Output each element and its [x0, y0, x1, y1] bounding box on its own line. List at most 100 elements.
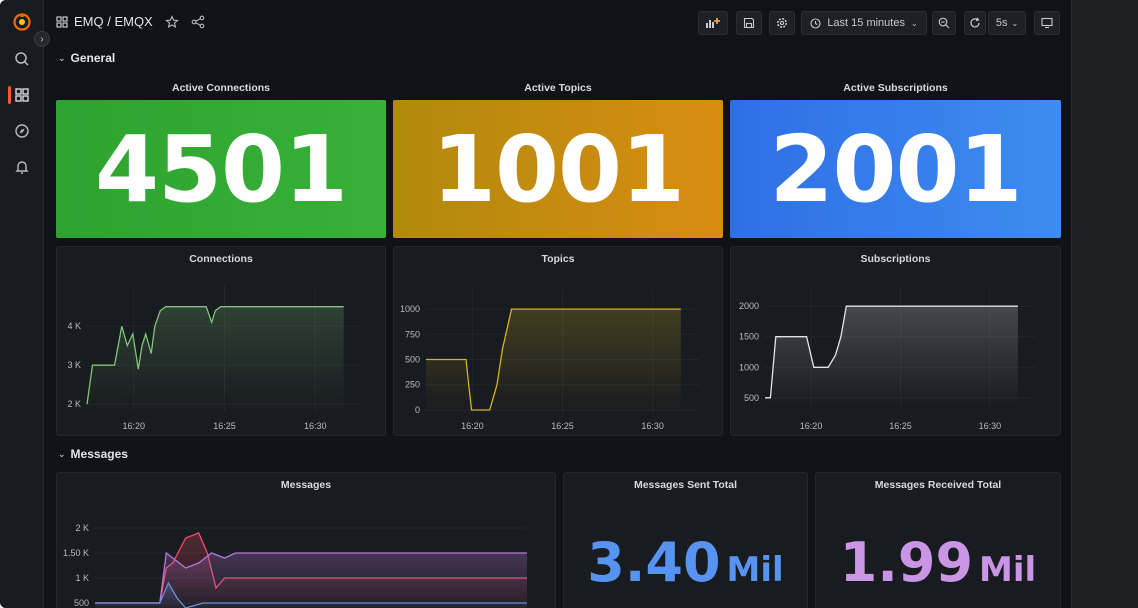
messages-sent-value: 3.40 Mil: [564, 531, 807, 594]
add-panel-icon: [706, 18, 720, 28]
breadcrumb: EMQ / EMQX: [56, 14, 205, 29]
chevron-down-icon: ⌄: [58, 448, 66, 459]
x-tick-label: 16:25: [551, 421, 574, 431]
stat-title-active-subscriptions: Active Subscriptions: [843, 82, 948, 94]
value-unit: Mil: [979, 550, 1037, 590]
panel-subscriptions[interactable]: Subscriptions 500 1000 1500 2000 16:20 16:25 1…: [730, 246, 1061, 436]
grafana-dashboard: › EMQ / EMQX: [0, 0, 1071, 608]
y-tick-label: 500: [74, 598, 89, 608]
y-tick-label: 2000: [739, 301, 759, 311]
series-line: [426, 308, 681, 411]
panel-messages-sent-total[interactable]: Messages Sent Total 3.40 Mil: [563, 472, 808, 608]
panel-messages[interactable]: Messages 500 1 K 1.50 K 2 K: [56, 472, 556, 608]
series-area: [426, 309, 681, 415]
y-tick-label: 0: [415, 405, 420, 415]
y-tick-label: 750: [405, 329, 420, 339]
save-dashboard-button[interactable]: [736, 11, 762, 35]
value-number: 3.40: [587, 531, 721, 594]
y-tick-label: 250: [405, 380, 420, 390]
panel-title: Connections: [189, 253, 253, 265]
y-tick-label: 2 K: [75, 523, 89, 533]
explore-compass-icon[interactable]: [12, 121, 32, 141]
series-line: [86, 306, 344, 405]
stat-panel-active-connections[interactable]: 4501: [56, 100, 386, 238]
zoom-out-button[interactable]: [932, 11, 956, 35]
chevron-down-icon: ⌄: [1011, 18, 1019, 28]
add-panel-button[interactable]: [698, 11, 728, 35]
dashboard-settings-button[interactable]: [769, 11, 795, 35]
series-area: [95, 553, 527, 608]
y-tick-label: 4 K: [67, 321, 81, 331]
y-tick-label: 1 K: [75, 573, 89, 583]
x-tick-label: 16:30: [641, 421, 664, 431]
panel-title: Messages Received Total: [874, 479, 1002, 491]
value-number: 1.99: [839, 531, 974, 594]
top-bar: EMQ / EMQX Last 15 minutes ⌄ 5s ⌄: [44, 0, 1071, 46]
stat-value: 4501: [94, 115, 348, 223]
refresh-interval-picker[interactable]: 5s ⌄: [988, 11, 1026, 35]
row-header-general[interactable]: ⌄ General: [58, 51, 115, 65]
share-icon[interactable]: [191, 15, 205, 29]
panel-topics[interactable]: Topics 0 250 500 750 1000 16:20 16:25 16:30: [393, 246, 723, 436]
row-title: Messages: [70, 447, 128, 461]
panel-title: Topics: [541, 253, 575, 265]
messages-chart: 500 1 K 1.50 K 2 K: [63, 523, 527, 608]
y-tick-label: 2 K: [67, 399, 81, 409]
y-tick-label: 1000: [739, 362, 759, 372]
y-tick-label: 3 K: [67, 360, 81, 370]
sidebar: ›: [0, 0, 50, 608]
series-line: [765, 305, 1018, 399]
panel-messages-received-total[interactable]: Messages Received Total 1.99 Mil: [815, 472, 1061, 608]
y-tick-label: 1500: [739, 332, 759, 342]
x-tick-label: 16:20: [122, 421, 145, 431]
x-tick-label: 16:30: [304, 421, 327, 431]
zoom-out-icon: [938, 17, 950, 29]
x-tick-label: 16:25: [213, 421, 236, 431]
active-indicator: [8, 86, 11, 104]
x-tick-label: 16:25: [889, 421, 912, 431]
monitor-icon: [1041, 17, 1053, 29]
right-gutter: [1071, 0, 1138, 608]
gear-icon: [777, 18, 787, 28]
panel-connections[interactable]: Connections 2 K 3 K 4 K 16:20 16:25 16:30: [56, 246, 386, 436]
value-unit: Mil: [726, 550, 784, 590]
y-tick-label: 500: [744, 393, 759, 403]
clock-icon: [810, 17, 821, 29]
dashboards-icon[interactable]: [12, 85, 32, 105]
stat-panel-active-subscriptions[interactable]: 2001: [730, 100, 1061, 238]
expand-sidebar-icon[interactable]: ›: [34, 31, 50, 47]
refresh-icon: [970, 17, 980, 28]
x-tick-label: 16:20: [800, 421, 823, 431]
stat-value: 2001: [769, 115, 1022, 223]
y-tick-label: 500: [405, 355, 420, 365]
series-area: [765, 306, 1018, 407]
series-line: [95, 551, 527, 604]
alerting-bell-icon[interactable]: [12, 157, 32, 177]
row-header-messages[interactable]: ⌄ Messages: [58, 447, 128, 461]
tv-mode-button[interactable]: [1034, 11, 1060, 35]
search-icon[interactable]: [12, 49, 32, 69]
dashboard-title[interactable]: EMQ / EMQX: [74, 14, 153, 29]
dashboard-grid-icon: [56, 15, 68, 28]
panel-title: Messages: [280, 479, 332, 491]
grafana-logo-icon[interactable]: [12, 12, 32, 32]
x-tick-label: 16:30: [979, 421, 1002, 431]
topics-chart: 0 250 500 750 1000 16:20 16:25 16:30: [400, 289, 699, 431]
star-icon[interactable]: [164, 14, 179, 29]
connections-chart: 2 K 3 K 4 K 16:20 16:25 16:30: [67, 285, 362, 431]
refresh-interval-label: 5s: [995, 17, 1008, 29]
y-tick-label: 1.50 K: [63, 548, 89, 558]
panel-title: Messages Sent Total: [633, 479, 738, 491]
refresh-button[interactable]: [964, 11, 986, 35]
stat-panel-active-topics[interactable]: 1001: [393, 100, 723, 238]
row-title: General: [70, 51, 116, 65]
series-area: [87, 306, 344, 412]
subscriptions-chart: 500 1000 1500 2000 16:20 16:25 16:30: [739, 287, 1036, 431]
messages-received-value: 1.99 Mil: [816, 531, 1060, 594]
panel-title: Subscriptions: [860, 253, 931, 265]
time-range-label: Last 15 minutes: [827, 17, 905, 29]
x-tick-label: 16:20: [461, 421, 484, 431]
chevron-down-icon: ⌄: [58, 52, 66, 63]
series-line: [95, 581, 527, 608]
time-range-picker[interactable]: Last 15 minutes ⌄: [801, 11, 927, 35]
